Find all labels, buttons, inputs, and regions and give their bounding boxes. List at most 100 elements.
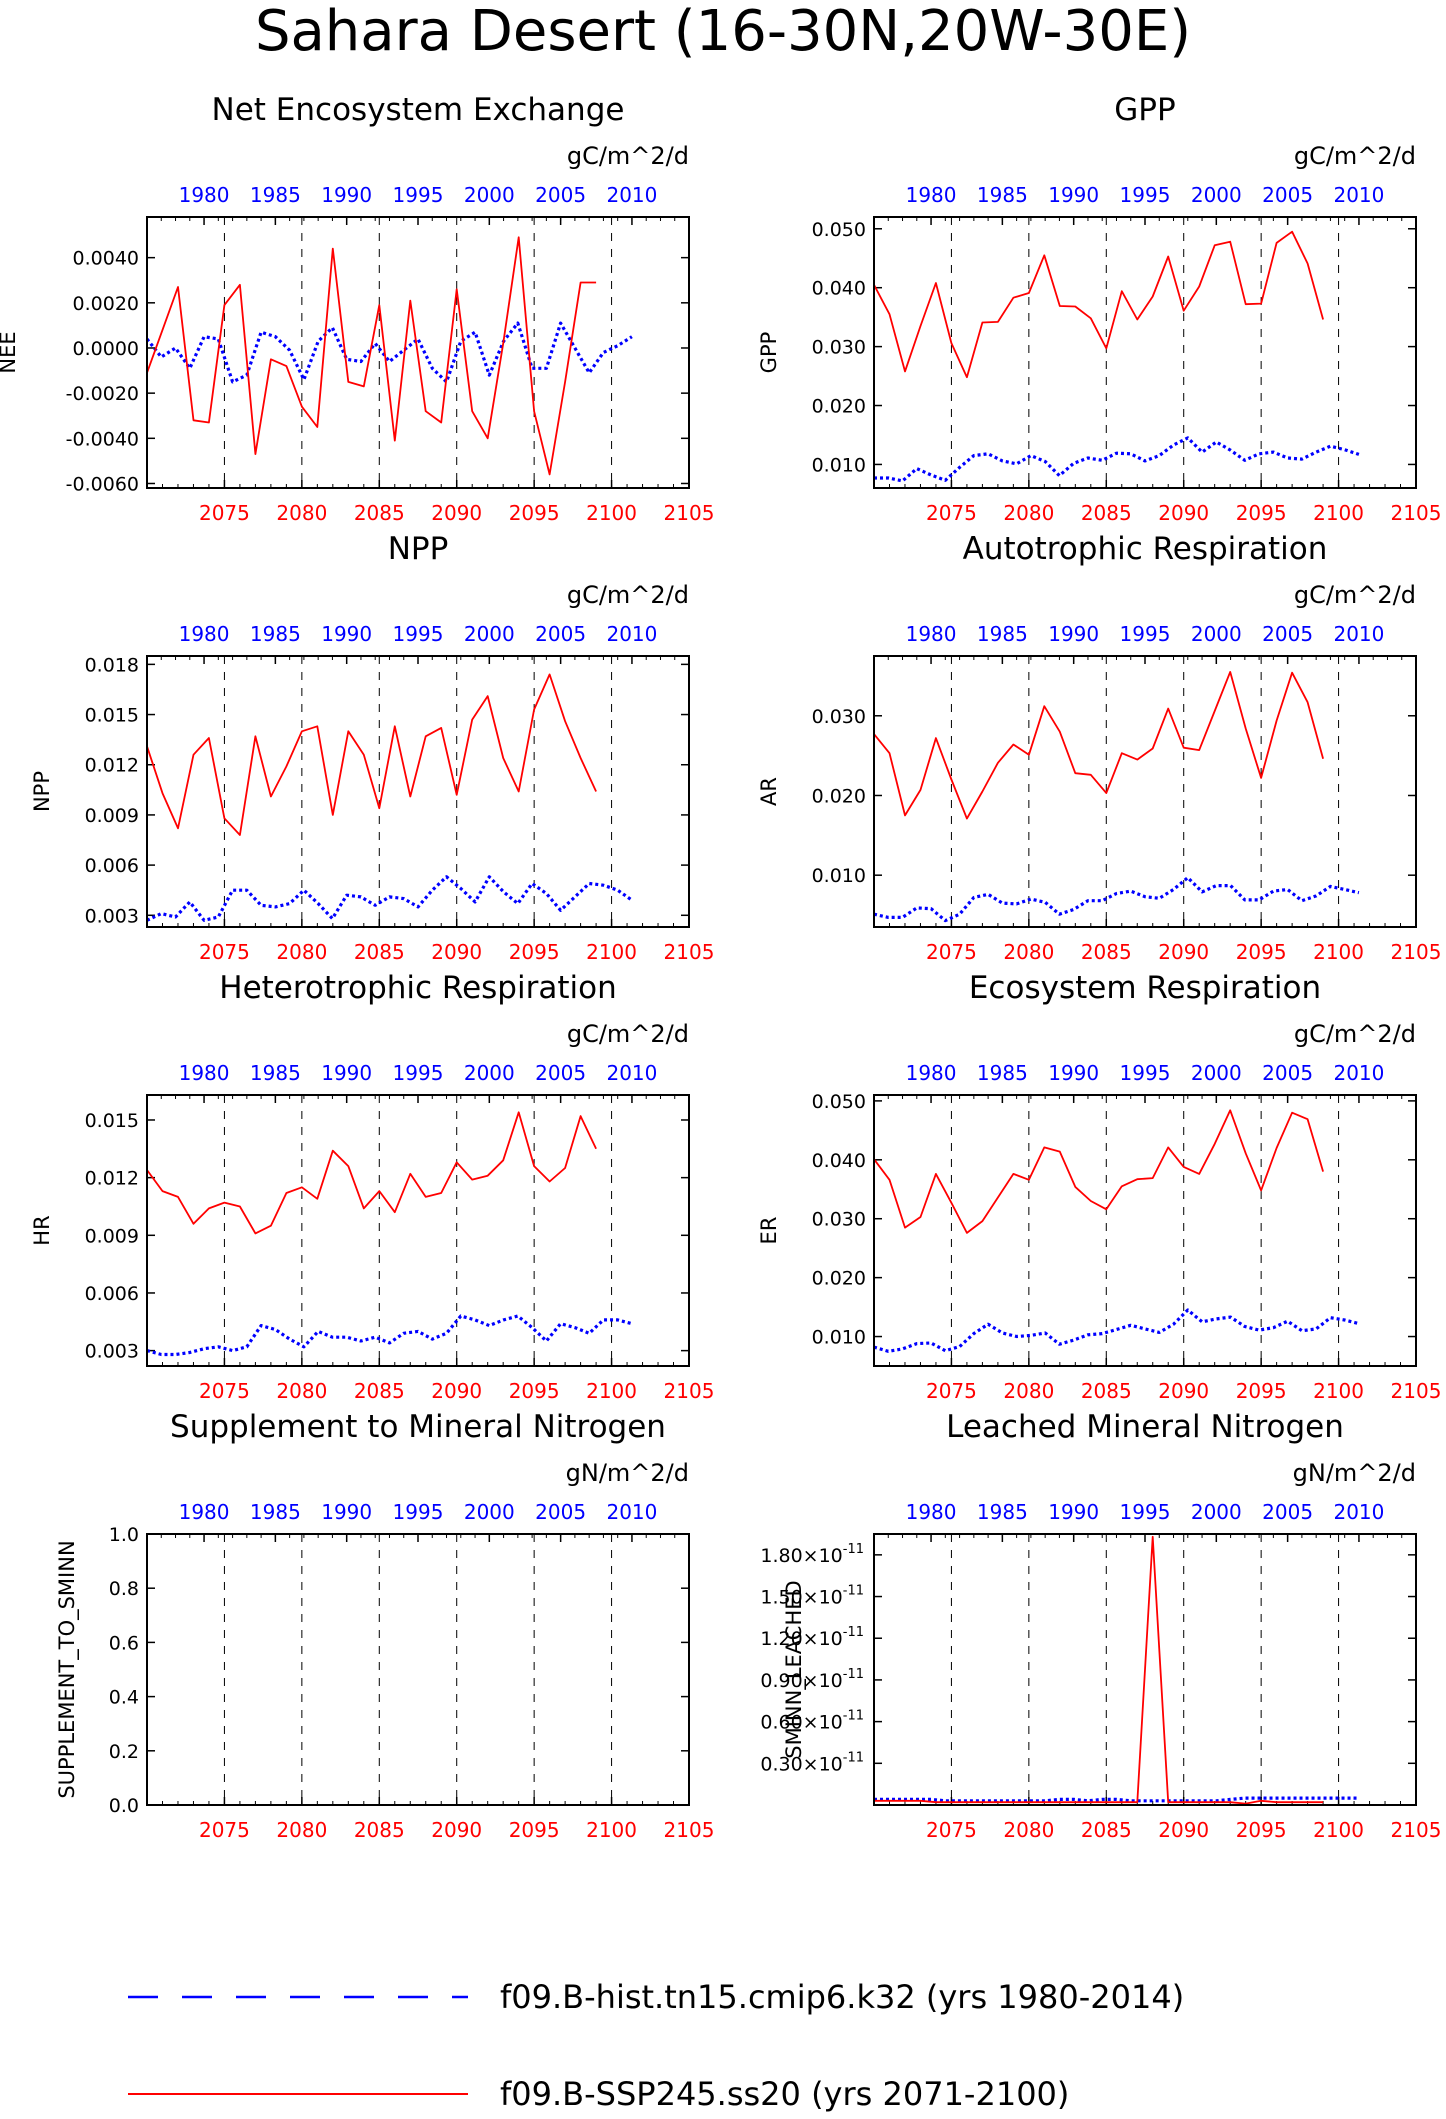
top-tick-label-2010: 2010 bbox=[1333, 183, 1384, 207]
top-tick-label-2005: 2005 bbox=[535, 183, 586, 207]
y-tick-label: 0.020 bbox=[812, 1268, 866, 1290]
bottom-tick-label-2075: 2075 bbox=[199, 940, 250, 964]
top-tick-label-1985: 1985 bbox=[250, 183, 301, 207]
top-tick-label-1985: 1985 bbox=[250, 622, 301, 646]
bottom-tick-label-2095: 2095 bbox=[509, 940, 560, 964]
panel-title-supplement: Supplement to Mineral Nitrogen bbox=[170, 1409, 666, 1445]
bottom-tick-label-2080: 2080 bbox=[1003, 1818, 1054, 1842]
y-tick-label: 0.2 bbox=[109, 1741, 139, 1763]
bottom-tick-label-2095: 2095 bbox=[1236, 501, 1287, 525]
panels: Net Encosystem Exchange gC/m^2/d 2075 2080 2… bbox=[0, 92, 1441, 1842]
bottom-tick-label-2075: 2075 bbox=[199, 1818, 250, 1842]
top-tick-label-2000: 2000 bbox=[1191, 1500, 1242, 1524]
bottom-tick-label-2085: 2085 bbox=[1081, 940, 1132, 964]
bottom-tick-label-2095: 2095 bbox=[1236, 1818, 1287, 1842]
y-axis-label-nee: NEE bbox=[0, 331, 20, 373]
bottom-tick-label-2090: 2090 bbox=[1158, 501, 1209, 525]
y-tick-label: 0.0040 bbox=[73, 248, 139, 270]
bottom-tick-label-2075: 2075 bbox=[926, 1818, 977, 1842]
top-tick-label-1995: 1995 bbox=[393, 183, 444, 207]
top-tick-label-2005: 2005 bbox=[1262, 1500, 1313, 1524]
top-tick-label-1980: 1980 bbox=[179, 1061, 230, 1085]
y-tick-label: 0.8 bbox=[109, 1578, 139, 1600]
panel-units-gpp: gC/m^2/d bbox=[1294, 142, 1416, 170]
y-axis-label-er: ER bbox=[757, 1217, 781, 1245]
top-tick-label-2005: 2005 bbox=[1262, 622, 1313, 646]
panel-leached: Leached Mineral Nitrogen gN/m^2/d 2075 2080… bbox=[760, 1409, 1441, 1842]
y-axis-label-hr: HR bbox=[30, 1215, 54, 1245]
top-tick-label-2010: 2010 bbox=[606, 183, 657, 207]
y-tick-label: 0.90×10-11 bbox=[760, 1667, 864, 1692]
bottom-tick-label-2095: 2095 bbox=[509, 1379, 560, 1403]
plot-frame bbox=[146, 1094, 690, 1367]
bottom-tick-label-2085: 2085 bbox=[1081, 1379, 1132, 1403]
top-tick-label-1990: 1990 bbox=[321, 622, 372, 646]
top-tick-label-1995: 1995 bbox=[1120, 183, 1171, 207]
bottom-tick-label-2105: 2105 bbox=[1391, 1379, 1442, 1403]
y-tick-label: 0.010 bbox=[812, 865, 866, 887]
bottom-tick-label-2085: 2085 bbox=[354, 501, 405, 525]
series-hist-hr bbox=[146, 1314, 633, 1357]
bottom-tick-label-2100: 2100 bbox=[586, 501, 637, 525]
y-tick-label: 0.030 bbox=[812, 1209, 866, 1231]
bottom-tick-label-2085: 2085 bbox=[354, 940, 405, 964]
series-ssp-npp bbox=[146, 673, 597, 836]
top-tick-label-1990: 1990 bbox=[321, 1061, 372, 1085]
top-tick-label-2000: 2000 bbox=[1191, 1061, 1242, 1085]
top-tick-label-1985: 1985 bbox=[977, 1061, 1028, 1085]
bottom-tick-label-2080: 2080 bbox=[276, 940, 327, 964]
top-tick-label-1980: 1980 bbox=[179, 183, 230, 207]
bottom-tick-label-2080: 2080 bbox=[276, 501, 327, 525]
top-tick-label-2005: 2005 bbox=[1262, 1061, 1313, 1085]
bottom-tick-label-2080: 2080 bbox=[1003, 501, 1054, 525]
top-tick-label-2005: 2005 bbox=[535, 622, 586, 646]
top-tick-label-1990: 1990 bbox=[1048, 1061, 1099, 1085]
series-ssp-gpp bbox=[873, 230, 1324, 379]
series-ssp-er bbox=[873, 1109, 1324, 1234]
series-hist-gpp bbox=[874, 436, 1360, 483]
y-tick-label: 1.20×10-11 bbox=[760, 1625, 864, 1650]
series-hist-nee bbox=[145, 321, 633, 384]
panel-units-supplement: gN/m^2/d bbox=[566, 1459, 689, 1487]
legend-ssp-label: f09.B-SSP245.ss20 (yrs 2071-2100) bbox=[500, 2075, 1069, 2113]
top-tick-label-1990: 1990 bbox=[1048, 1500, 1099, 1524]
bottom-tick-label-2105: 2105 bbox=[1391, 501, 1442, 525]
y-tick-label: -0.0020 bbox=[66, 383, 139, 405]
panel-title-npp: NPP bbox=[388, 531, 449, 567]
panel-units-leached: gN/m^2/d bbox=[1293, 1459, 1416, 1487]
bottom-tick-label-2090: 2090 bbox=[431, 1379, 482, 1403]
y-tick-label: 0.30×10-11 bbox=[760, 1750, 864, 1775]
bottom-tick-label-2090: 2090 bbox=[1158, 1818, 1209, 1842]
series-ssp-leached bbox=[874, 1535, 1324, 1805]
top-tick-label-2000: 2000 bbox=[464, 622, 515, 646]
y-tick-label: 0.015 bbox=[85, 1110, 139, 1132]
y-axis-label-npp: NPP bbox=[30, 771, 54, 812]
y-tick-label: 0.040 bbox=[812, 278, 866, 300]
top-tick-label-2010: 2010 bbox=[606, 622, 657, 646]
bottom-tick-label-2105: 2105 bbox=[664, 1818, 715, 1842]
y-tick-label: 0.009 bbox=[85, 1225, 139, 1247]
legend-hist-label: f09.B-hist.tn15.cmip6.k32 (yrs 1980-2014… bbox=[500, 1978, 1184, 2016]
y-tick-label: 0.010 bbox=[812, 454, 866, 476]
y-tick-label: 0.050 bbox=[812, 219, 866, 241]
bottom-tick-label-2085: 2085 bbox=[1081, 1818, 1132, 1842]
panel-title-er: Ecosystem Respiration bbox=[969, 970, 1321, 1006]
top-tick-label-1980: 1980 bbox=[906, 1500, 957, 1524]
series-hist-npp bbox=[146, 875, 633, 922]
panel-title-hr: Heterotrophic Respiration bbox=[219, 970, 616, 1006]
panel-units-ar: gC/m^2/d bbox=[1294, 581, 1416, 609]
bottom-tick-label-2080: 2080 bbox=[1003, 940, 1054, 964]
bottom-tick-label-2085: 2085 bbox=[1081, 501, 1132, 525]
y-tick-label: 1.0 bbox=[109, 1524, 139, 1546]
bottom-tick-label-2100: 2100 bbox=[586, 1379, 637, 1403]
bottom-tick-label-2095: 2095 bbox=[1236, 940, 1287, 964]
top-tick-label-2000: 2000 bbox=[1191, 622, 1242, 646]
bottom-tick-label-2100: 2100 bbox=[1313, 1818, 1364, 1842]
bottom-tick-label-2105: 2105 bbox=[1391, 940, 1442, 964]
top-tick-label-2000: 2000 bbox=[464, 1500, 515, 1524]
y-tick-label: 0.003 bbox=[85, 905, 139, 927]
bottom-tick-label-2090: 2090 bbox=[1158, 1379, 1209, 1403]
bottom-tick-label-2090: 2090 bbox=[431, 1818, 482, 1842]
y-tick-label: 0.0020 bbox=[73, 293, 139, 315]
